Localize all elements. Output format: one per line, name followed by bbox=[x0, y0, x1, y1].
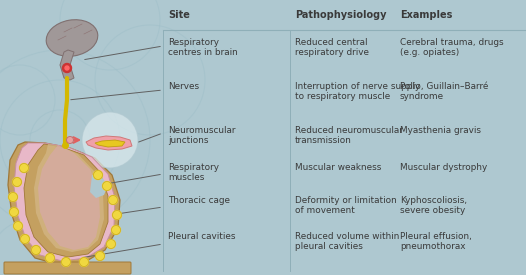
Circle shape bbox=[82, 112, 138, 168]
Text: Examples: Examples bbox=[400, 10, 452, 20]
Text: Thoracic cage: Thoracic cage bbox=[168, 196, 230, 205]
Circle shape bbox=[13, 177, 22, 186]
Circle shape bbox=[32, 246, 41, 254]
Text: Reduced volume within
pleural cavities: Reduced volume within pleural cavities bbox=[295, 232, 399, 251]
FancyBboxPatch shape bbox=[4, 262, 131, 274]
Polygon shape bbox=[90, 175, 108, 198]
Text: Kyphoscoliosis,
severe obesity: Kyphoscoliosis, severe obesity bbox=[400, 196, 467, 215]
Circle shape bbox=[9, 208, 18, 216]
Circle shape bbox=[79, 257, 88, 266]
Polygon shape bbox=[60, 50, 74, 80]
Circle shape bbox=[108, 196, 117, 205]
Text: Deformity or limitation
of movement: Deformity or limitation of movement bbox=[295, 196, 397, 215]
Circle shape bbox=[46, 254, 55, 263]
Polygon shape bbox=[38, 145, 100, 250]
Polygon shape bbox=[8, 142, 120, 265]
Text: Cerebral trauma, drugs
(e.g. opiates): Cerebral trauma, drugs (e.g. opiates) bbox=[400, 38, 503, 57]
Polygon shape bbox=[24, 144, 108, 257]
Polygon shape bbox=[86, 136, 132, 150]
Text: Pleural cavities: Pleural cavities bbox=[168, 232, 236, 241]
Circle shape bbox=[94, 170, 103, 180]
Text: Respiratory
centres in brain: Respiratory centres in brain bbox=[168, 38, 238, 57]
Polygon shape bbox=[95, 140, 125, 147]
Circle shape bbox=[62, 257, 70, 266]
Circle shape bbox=[103, 182, 112, 191]
Circle shape bbox=[106, 240, 116, 249]
Polygon shape bbox=[34, 144, 104, 252]
Text: Polio, Guillain–Barré
syndrome: Polio, Guillain–Barré syndrome bbox=[400, 82, 488, 101]
Text: Muscular weakness: Muscular weakness bbox=[295, 163, 381, 172]
Circle shape bbox=[19, 164, 28, 172]
Text: Site: Site bbox=[168, 10, 190, 20]
Text: Reduced neuromuscular
transmission: Reduced neuromuscular transmission bbox=[295, 126, 403, 145]
Text: Reduced central
respiratory drive: Reduced central respiratory drive bbox=[295, 38, 369, 57]
Circle shape bbox=[66, 136, 74, 144]
Circle shape bbox=[8, 192, 17, 202]
Text: Neuromuscular
junctions: Neuromuscular junctions bbox=[168, 126, 236, 145]
Circle shape bbox=[112, 226, 120, 235]
Text: Pathophysiology: Pathophysiology bbox=[295, 10, 387, 20]
Polygon shape bbox=[14, 143, 115, 261]
Circle shape bbox=[65, 66, 69, 70]
Circle shape bbox=[63, 64, 72, 73]
Text: Respiratory
muscles: Respiratory muscles bbox=[168, 163, 219, 182]
Circle shape bbox=[21, 235, 29, 243]
Circle shape bbox=[113, 210, 122, 219]
Circle shape bbox=[96, 252, 105, 260]
Text: Myasthenia gravis: Myasthenia gravis bbox=[400, 126, 481, 135]
Text: Nerves: Nerves bbox=[168, 82, 199, 91]
Text: Pleural effusion,
pneumothorax: Pleural effusion, pneumothorax bbox=[400, 232, 472, 251]
Text: Interruption of nerve supply
to respiratory muscle: Interruption of nerve supply to respirat… bbox=[295, 82, 420, 101]
Ellipse shape bbox=[46, 20, 98, 56]
Text: Muscular dystrophy: Muscular dystrophy bbox=[400, 163, 487, 172]
Circle shape bbox=[14, 221, 23, 230]
